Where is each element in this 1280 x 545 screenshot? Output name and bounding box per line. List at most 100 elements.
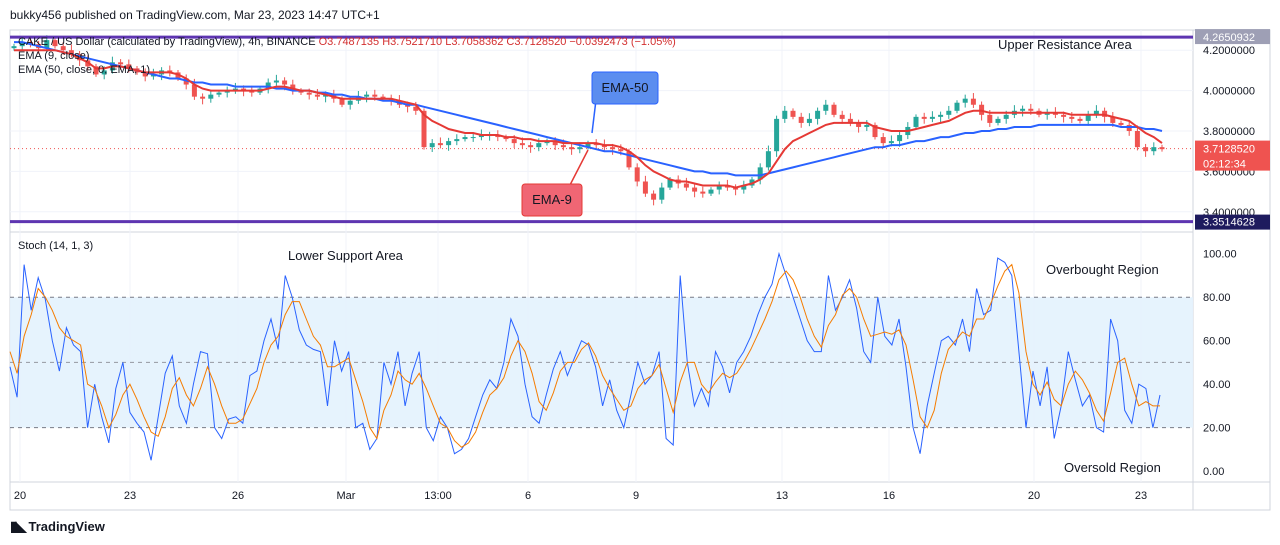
candle-body [946,110,952,115]
candle [782,105,788,123]
candle [462,134,468,142]
time-tick-label: 16 [883,490,895,502]
candle-body [446,141,452,146]
candle [1093,105,1099,119]
candle-body [454,139,460,142]
candle-body [1085,114,1091,121]
lower-level-price-label: 3.3514628 [1195,214,1270,230]
candle-body [52,40,58,47]
candle-body [585,143,591,148]
time-tick-label: 20 [1028,490,1040,502]
candle-body [757,167,763,180]
candle [52,37,58,49]
candle-body [913,116,919,127]
ema50-legend[interactable]: EMA (50, close, 0, EMA, 1) [18,64,151,76]
candle [232,82,238,94]
ema50-line[interactable] [14,41,1163,177]
candle [200,93,206,105]
time-tick-label: 6 [525,490,531,502]
time-tick-label: 20 [14,490,26,502]
candle [470,133,476,142]
candle-body [544,141,550,144]
candle [815,107,821,125]
candle-body [626,151,632,168]
candle-body [60,46,66,51]
candle [273,74,279,86]
candle-body [306,92,312,95]
candle-body [552,141,558,146]
time-tick-label: 13 [776,490,788,502]
tradingview-brand[interactable]: ▮◣ TradingView [10,518,105,535]
candle-body [528,145,534,148]
candle [290,79,296,95]
stoch-legend[interactable]: Stoch (14, 1, 3) [18,240,94,252]
candle [487,131,493,141]
candle [880,133,886,148]
ema9-legend[interactable]: EMA (9, close) [18,50,90,62]
svg-text:02:12:34: 02:12:34 [1203,159,1246,171]
candle-body [897,135,903,142]
candle-body [921,116,927,119]
candle [856,119,862,133]
candle-body [150,74,156,77]
candle [118,59,124,70]
candle [774,115,780,157]
candle [1085,110,1091,126]
candle-body [380,96,386,99]
candle-body [839,114,845,119]
candle-body [11,46,17,49]
candle [872,122,878,140]
candle [1159,144,1165,152]
candle [1011,105,1017,119]
candle-body [421,110,427,148]
candles [11,35,1165,206]
candle [437,137,443,149]
symbol-title[interactable]: CAKE / US Dollar (calculated by TradingV… [18,36,316,48]
candle [683,177,689,191]
candle-body [290,84,296,91]
candle-body [1003,114,1009,119]
time-tick-label: 26 [232,490,244,502]
upper-resistance-annotation: Upper Resistance Area [998,37,1132,52]
candle-body [708,189,714,194]
candle-body [1159,147,1165,150]
candle-body [683,183,689,188]
candle-body [142,72,148,77]
stoch-d-line[interactable] [9,263,1160,448]
candle-body [429,143,435,148]
candle [806,113,812,127]
ema9-line[interactable] [14,49,1163,189]
candle [1134,125,1140,151]
candle [528,141,534,153]
candle-body [741,185,747,190]
candle-body [536,143,542,148]
candle-body [372,94,378,97]
oversold-annotation: Oversold Region [1064,460,1161,475]
candle [938,111,944,123]
candle-body [970,98,976,105]
candle-body [462,137,468,140]
published-header: bukky456 published on TradingView.com, M… [10,8,380,22]
stoch-tick-label: 20.00 [1203,423,1231,435]
candle [634,163,640,187]
svg-text:3.7128520: 3.7128520 [1203,144,1255,156]
candle-body [1069,116,1075,119]
candle-body [273,80,279,83]
candle-body [831,104,837,115]
stoch-tick-label: 0.00 [1203,466,1224,478]
candle-body [847,118,853,123]
candle [454,134,460,146]
main-pane-frame [9,29,1271,511]
candle-body [208,94,214,99]
candle-body [1028,108,1034,111]
candle-body [347,100,353,105]
time-tick-label: 13:00 [424,490,452,502]
candle-body [610,147,616,150]
stoch-k-line[interactable] [9,251,1161,461]
candle-body [298,90,304,93]
candle-body [101,70,107,75]
candle-body [93,66,99,75]
candle-body [856,122,862,127]
candle-body [413,106,419,111]
